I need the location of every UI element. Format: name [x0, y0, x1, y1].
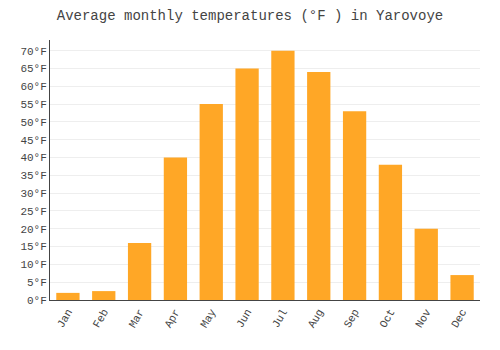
svg-text:Mar: Mar: [127, 307, 147, 330]
svg-text:Oct: Oct: [377, 307, 397, 330]
svg-text:Nov: Nov: [413, 307, 433, 330]
svg-text:Dec: Dec: [449, 307, 469, 330]
svg-text:May: May: [198, 307, 218, 330]
svg-text:0°F: 0°F: [27, 295, 47, 307]
svg-text:65°F: 65°F: [20, 63, 46, 75]
svg-text:70°F: 70°F: [20, 46, 46, 58]
svg-text:Jan: Jan: [55, 307, 75, 330]
svg-text:35°F: 35°F: [20, 170, 46, 182]
svg-text:30°F: 30°F: [20, 188, 46, 200]
svg-text:25°F: 25°F: [20, 206, 46, 218]
svg-text:15°F: 15°F: [20, 241, 46, 253]
svg-text:Average monthly temperatures (: Average monthly temperatures (°F ) in Ya…: [57, 8, 443, 24]
svg-text:20°F: 20°F: [20, 224, 46, 236]
svg-text:Feb: Feb: [91, 307, 111, 330]
svg-text:10°F: 10°F: [20, 259, 46, 271]
svg-text:60°F: 60°F: [20, 81, 46, 93]
svg-text:Aug: Aug: [306, 307, 326, 330]
svg-text:Sep: Sep: [342, 307, 362, 330]
svg-text:45°F: 45°F: [20, 135, 46, 147]
svg-text:Jul: Jul: [270, 307, 290, 330]
svg-text:Apr: Apr: [162, 307, 182, 330]
svg-text:55°F: 55°F: [20, 99, 46, 111]
svg-text:5°F: 5°F: [27, 277, 47, 289]
svg-text:50°F: 50°F: [20, 117, 46, 129]
svg-text:Jun: Jun: [234, 307, 254, 330]
svg-text:40°F: 40°F: [20, 152, 46, 164]
